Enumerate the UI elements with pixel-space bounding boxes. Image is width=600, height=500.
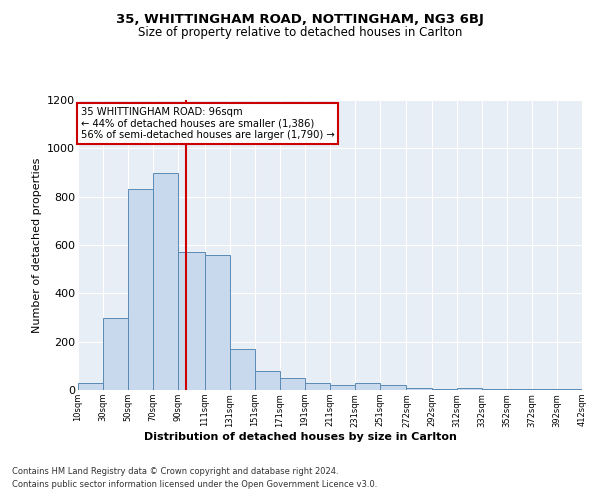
Bar [355, 383, 380, 390]
Text: Contains public sector information licensed under the Open Government Licence v3: Contains public sector information licen… [12, 480, 377, 489]
Text: Size of property relative to detached houses in Carlton: Size of property relative to detached ho… [138, 26, 462, 39]
Bar [230, 349, 255, 390]
Bar [406, 388, 431, 390]
Bar [103, 318, 128, 390]
Bar [507, 389, 532, 390]
Text: 35, WHITTINGHAM ROAD, NOTTINGHAM, NG3 6BJ: 35, WHITTINGHAM ROAD, NOTTINGHAM, NG3 6B… [116, 12, 484, 26]
Y-axis label: Number of detached properties: Number of detached properties [32, 158, 41, 332]
Bar [431, 389, 457, 390]
Bar [457, 388, 482, 390]
Bar [380, 385, 406, 390]
Bar [330, 385, 355, 390]
Bar [178, 252, 205, 390]
Bar [482, 389, 507, 390]
Bar [128, 190, 153, 390]
Bar [78, 383, 103, 390]
Bar [305, 383, 330, 390]
Bar [280, 378, 305, 390]
Bar [153, 172, 178, 390]
Text: Contains HM Land Registry data © Crown copyright and database right 2024.: Contains HM Land Registry data © Crown c… [12, 468, 338, 476]
Bar [255, 370, 280, 390]
Bar [205, 254, 230, 390]
Text: Distribution of detached houses by size in Carlton: Distribution of detached houses by size … [143, 432, 457, 442]
Text: 35 WHITTINGHAM ROAD: 96sqm
← 44% of detached houses are smaller (1,386)
56% of s: 35 WHITTINGHAM ROAD: 96sqm ← 44% of deta… [80, 108, 334, 140]
